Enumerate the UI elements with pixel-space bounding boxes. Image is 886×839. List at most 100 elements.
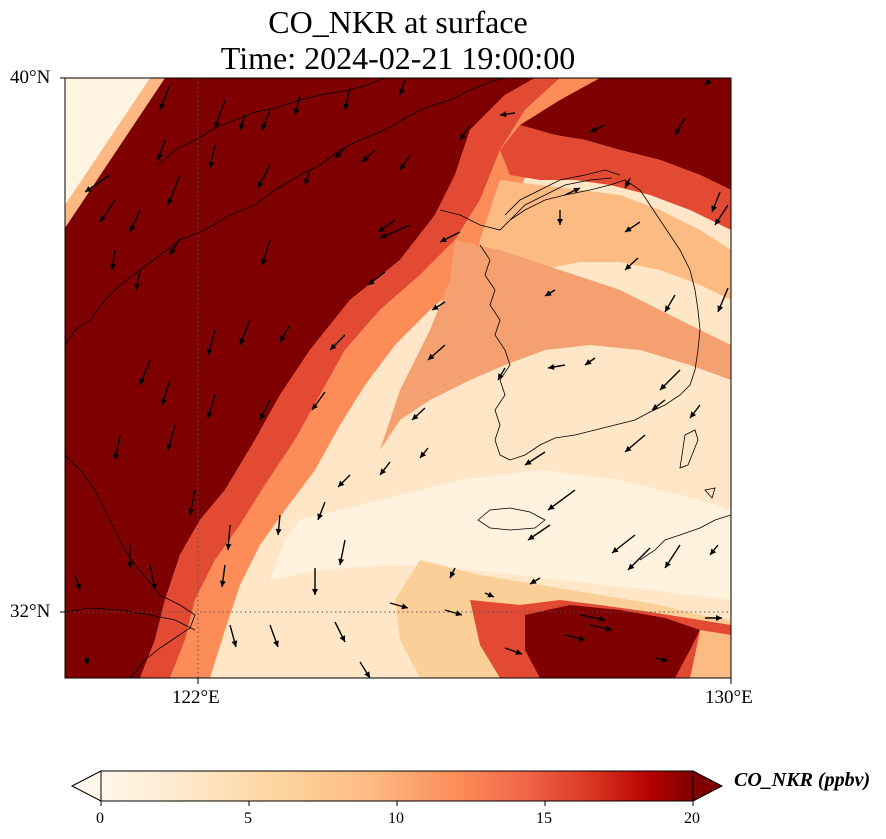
wind-arrow-head — [625, 445, 632, 452]
wind-arrow-head — [239, 338, 246, 345]
wind-arrow-head — [710, 548, 717, 555]
wind-arrow-head — [711, 205, 718, 212]
wind-arrow-head — [167, 198, 174, 205]
wind-arrow-head — [380, 232, 387, 239]
wind-arrow-head — [455, 610, 462, 617]
wind-arrow-head — [85, 186, 92, 192]
wind-arrow-head — [530, 578, 537, 584]
wind-arrow-head — [225, 543, 232, 550]
wind-arrow-head — [378, 226, 385, 232]
gridlines — [65, 78, 731, 678]
wind-arrow-head — [362, 155, 369, 162]
wind-arrow-head — [557, 219, 563, 225]
wind-arrow-head — [573, 187, 580, 194]
colorbar-tick-20: 20 — [684, 810, 700, 827]
wind-arrow-head — [273, 640, 279, 647]
wind-arrow-head — [717, 305, 724, 312]
wind-arrow-head — [432, 304, 439, 310]
wind-arrow-head — [206, 348, 213, 355]
wind-arrow-head — [293, 108, 300, 115]
wind-arrow-head — [304, 178, 310, 185]
wind-arrow-head — [127, 562, 133, 568]
wind-arrow-head — [280, 335, 286, 342]
wind-arrow-head — [317, 513, 323, 520]
wind-arrow-head — [548, 504, 555, 510]
wind-arrow-head — [157, 153, 163, 160]
wind-arrow-head — [343, 103, 350, 110]
wind-arrow-head — [585, 359, 592, 365]
lat-label-32n: 32°N — [10, 601, 51, 622]
wind-arrow-head — [498, 373, 504, 380]
wind-arrow-head — [338, 480, 345, 487]
wind-arrow-head — [134, 283, 141, 290]
wind-arrow-head — [460, 133, 466, 140]
wind-arrow-head — [208, 161, 215, 168]
wind-arrow-head — [338, 558, 345, 565]
wind-arrow-head — [625, 181, 631, 188]
wind-arrow-head — [339, 635, 345, 642]
wind-arrow-head — [206, 411, 213, 418]
wind-arrow-head — [525, 459, 532, 465]
wind-arrow-head — [312, 403, 318, 410]
wind-arrow-head — [612, 546, 619, 553]
wind-arrow-head — [160, 398, 167, 405]
wind-arrow-head — [368, 278, 375, 285]
wind-arrow-head — [628, 563, 635, 570]
wind-arrow-head — [166, 443, 173, 450]
wind-arrow-head — [330, 343, 337, 350]
lat-label-40n: 40°N — [10, 67, 51, 88]
wind-arrow-head — [258, 181, 264, 188]
wind-arrow-head — [150, 583, 157, 590]
wind-arrow-head — [545, 290, 552, 296]
wind-arrow-head — [487, 591, 494, 598]
wind-arrow-head — [100, 215, 106, 222]
lon-label-130e: 130°E — [705, 687, 753, 708]
wind-arrow-head — [159, 103, 166, 110]
wind-arrow-head — [109, 263, 116, 270]
wind-arrow-head — [578, 635, 585, 642]
wind-arrow-head — [129, 225, 136, 232]
wind-arrow-head — [260, 258, 267, 265]
wind-arrow-head — [548, 364, 555, 370]
wind-arrow-head — [705, 78, 712, 85]
wind-arrow-head — [401, 603, 408, 610]
wind-arrow-head — [625, 226, 632, 232]
wind-arrow-head — [652, 403, 659, 410]
colorbar-tick-0: 0 — [96, 810, 104, 827]
colorbar-tick-5: 5 — [244, 810, 252, 827]
wind-arrow-head — [380, 468, 387, 475]
concentration-field — [65, 78, 731, 678]
wind-arrow-head — [715, 218, 721, 225]
wind-arrow-head — [500, 111, 507, 118]
wind-arrow-head — [139, 378, 146, 385]
wind-arrow-head — [660, 383, 667, 390]
wind-arrow-head — [515, 649, 522, 655]
wind-arrow-head — [590, 126, 597, 133]
colorbar-tick-15: 15 — [536, 810, 552, 827]
wind-arrow-head — [412, 413, 419, 420]
wind-arrow-head — [440, 236, 447, 242]
wind-arrow-head — [690, 411, 697, 418]
map-frame — [64, 77, 732, 679]
map-title: CO_NKR at surface — [268, 4, 528, 40]
wind-arrow-head — [598, 615, 605, 622]
wind-arrow-head — [75, 583, 81, 590]
wind-arrow-head — [420, 451, 427, 458]
wind-arrow-head — [661, 656, 668, 663]
wind-arrow-head — [275, 528, 282, 535]
map-time-subtitle: Time: 2024-02-21 19:00:00 — [220, 40, 576, 76]
wind-arrow-head — [239, 123, 245, 130]
wind-arrow-head — [528, 534, 535, 540]
colorbar-label: CO_NKR (ppbv) — [734, 769, 871, 791]
wind-arrow-head — [335, 151, 342, 158]
wind-arrow-head — [625, 263, 632, 270]
wind-arrow-head — [605, 625, 612, 632]
wind-arrow-head — [312, 589, 318, 595]
wind-arrow-head — [188, 508, 195, 515]
wind-arrow-head — [83, 658, 90, 665]
wind-arrow-head — [364, 671, 370, 678]
wind-arrow-head — [716, 615, 722, 621]
colorbar — [70, 770, 724, 806]
wind-arrow-head — [261, 123, 268, 130]
